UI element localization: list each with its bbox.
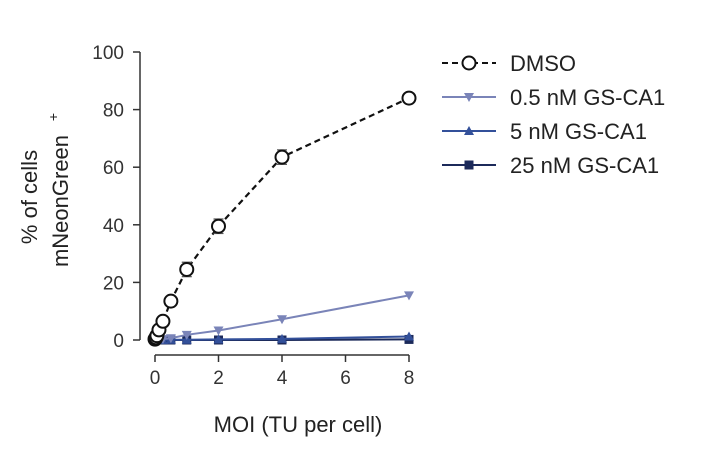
y-tick-label: 60 xyxy=(103,158,124,179)
data-point xyxy=(155,313,171,329)
x-tick-label: 8 xyxy=(404,368,415,389)
legend-marker xyxy=(464,126,474,135)
legend-label: DMSO xyxy=(510,51,576,76)
data-point xyxy=(404,291,414,301)
data-point xyxy=(165,334,176,344)
x-tick-label: 2 xyxy=(213,368,224,389)
y-axis-title-line1: % of cells xyxy=(17,150,42,244)
data-point xyxy=(213,334,224,344)
series-0 xyxy=(147,90,417,347)
legend: DMSO 0.5 nM GS-CA1 5 nM GS-CA1 25 nM GS-CA1 xyxy=(442,51,665,178)
legend-marker xyxy=(461,55,477,71)
legend-entry-0: DMSO xyxy=(442,51,576,76)
data-point xyxy=(277,333,287,343)
y-axis-title-line2-group: mNeonGreen + xyxy=(45,113,73,267)
y-tick-label: 0 xyxy=(113,331,124,352)
data-point xyxy=(213,326,224,336)
y-tick-label: 100 xyxy=(92,43,124,64)
legend-entry-2: 5 nM GS-CA1 xyxy=(442,119,647,144)
data-point xyxy=(179,261,195,277)
data-point xyxy=(401,90,417,106)
y-tick-label: 40 xyxy=(103,216,124,237)
data-point xyxy=(274,149,290,165)
legend-label: 25 nM GS-CA1 xyxy=(510,153,659,178)
axes: 0 20 40 60 80 100 0 2 4 6 8 xyxy=(92,43,414,389)
legend-marker xyxy=(464,160,474,170)
data-point xyxy=(404,331,414,341)
legend-marker xyxy=(464,93,474,102)
y-tick-label: 80 xyxy=(103,101,124,122)
x-tick-label: 0 xyxy=(150,368,161,389)
y-tick-label: 20 xyxy=(103,273,124,294)
data-point xyxy=(277,315,287,325)
legend-label: 0.5 nM GS-CA1 xyxy=(510,85,665,110)
y-axis-title-superscript: + xyxy=(45,113,61,121)
legend-entry-1: 0.5 nM GS-CA1 xyxy=(442,85,665,110)
data-point xyxy=(211,218,226,234)
x-tick-label: 4 xyxy=(277,368,288,389)
data-point xyxy=(163,293,179,309)
data-point xyxy=(181,330,192,340)
y-axis-title-line2: mNeonGreen xyxy=(48,135,73,267)
legend-label: 5 nM GS-CA1 xyxy=(510,119,647,144)
legend-entry-3: 25 nM GS-CA1 xyxy=(442,153,659,178)
plot-area xyxy=(147,90,417,347)
x-axis-title: MOI (TU per cell) xyxy=(214,412,383,437)
x-tick-label: 6 xyxy=(340,368,351,389)
